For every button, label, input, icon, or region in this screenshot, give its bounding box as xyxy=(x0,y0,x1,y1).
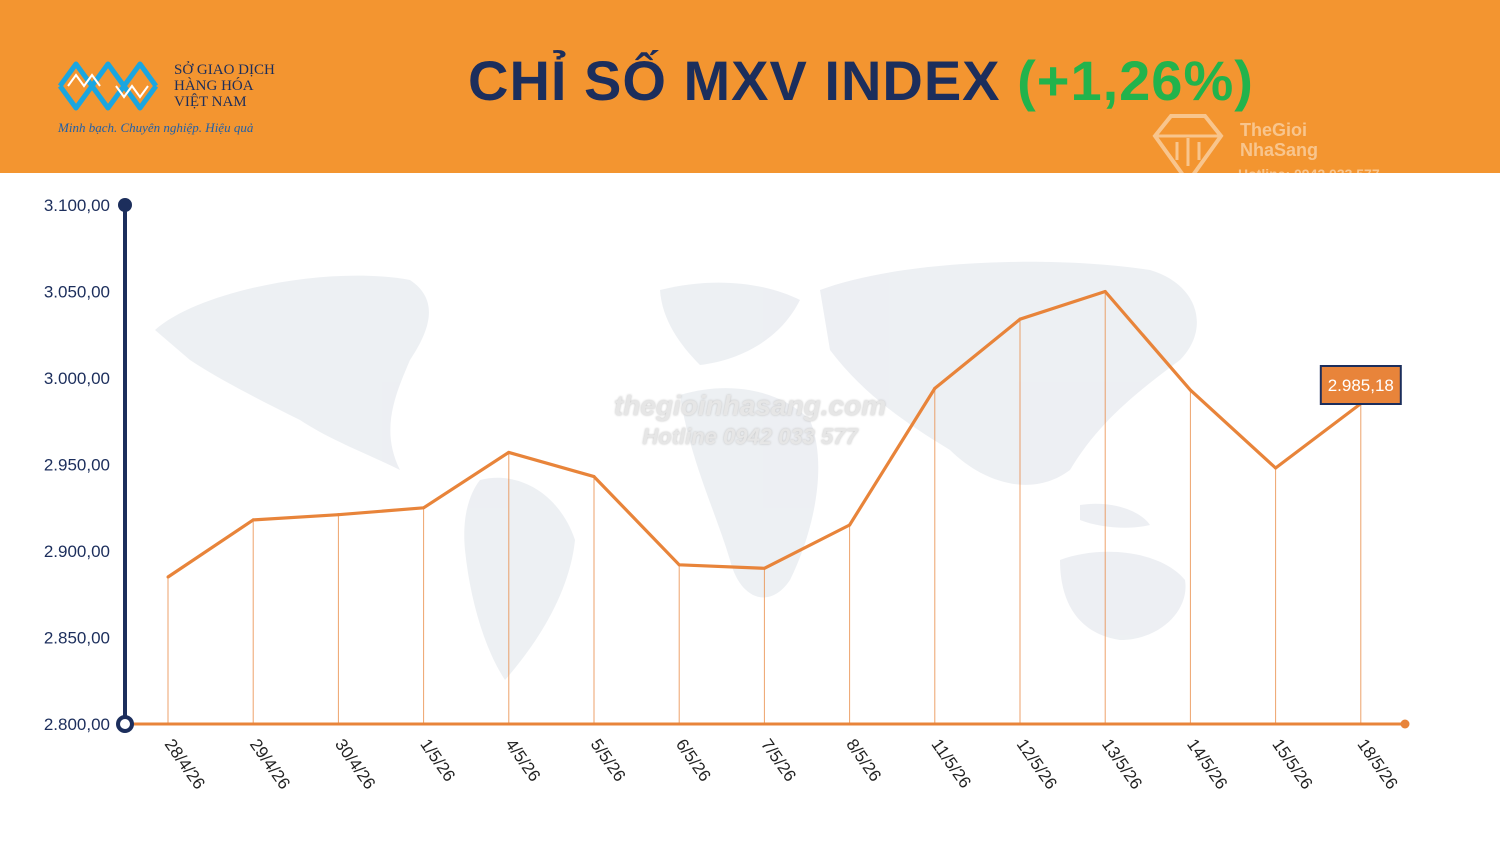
last-value-label: 2.985,18 xyxy=(1328,376,1394,395)
data-point xyxy=(1103,290,1107,293)
data-point xyxy=(762,566,766,570)
last-value-label-group: 2.985,18 xyxy=(1319,365,1402,405)
y-tick-label: 2.950,00 xyxy=(44,456,110,475)
y-tick-label: 3.100,00 xyxy=(44,196,110,215)
center-watermark: thegioinhasang.com Hotline 0942 033 577 xyxy=(600,390,900,450)
x-tick-label: 6/5/26 xyxy=(672,735,715,785)
world-map-background xyxy=(155,261,1197,680)
x-tick-label: 28/4/26 xyxy=(161,735,209,792)
x-tick-label: 13/5/26 xyxy=(1098,735,1146,792)
axis-origin-dot xyxy=(116,715,134,733)
y-axis-top-dot xyxy=(118,198,132,212)
data-point xyxy=(1188,388,1192,392)
data-point xyxy=(251,518,255,522)
last-value-box xyxy=(1319,365,1402,405)
x-tick-label: 7/5/26 xyxy=(757,735,800,785)
x-tick-label: 4/5/26 xyxy=(502,735,545,785)
center-watermark-hotline: Hotline 0942 033 577 xyxy=(642,424,858,449)
x-tick-label: 15/5/26 xyxy=(1268,735,1316,792)
x-tick-label: 1/5/26 xyxy=(416,735,459,785)
x-axis-end-dot xyxy=(1400,719,1410,729)
data-point xyxy=(677,563,681,567)
data-point xyxy=(422,506,426,510)
x-tick-label: 29/4/26 xyxy=(246,735,294,792)
mxv-logo-icon xyxy=(57,61,159,111)
title-main: CHỈ SỐ MXV INDEX xyxy=(468,49,1001,112)
watermark-hotline: Hotline: 0942 033 577 xyxy=(1238,166,1380,182)
y-tick-labels: 3.100,00 3.050,00 3.000,00 2.950,00 2.900,00… xyxy=(44,196,110,734)
x-tick-label: 8/5/26 xyxy=(842,735,885,785)
header-banner: SỞ GIAO DỊCH HÀNG HÓA VIỆT NAM Minh bạch… xyxy=(0,0,1500,173)
thegioinhasang-watermark: TheGioi NhaSang Hotline: 0942 033 577 xyxy=(1145,108,1405,188)
x-tick-label: 11/5/26 xyxy=(928,735,975,791)
page-title: CHỈ SỐ MXV INDEX (+1,26%) xyxy=(468,48,1254,113)
data-point xyxy=(166,575,170,579)
x-tick-label: 12/5/26 xyxy=(1013,735,1061,792)
logo-name: SỞ GIAO DỊCH HÀNG HÓA VIỆT NAM xyxy=(174,62,275,110)
data-point xyxy=(336,513,340,517)
data-point xyxy=(1018,317,1022,321)
y-tick-label: 2.900,00 xyxy=(44,542,110,561)
data-point xyxy=(848,523,852,527)
line-chart: 3.100,00 3.050,00 3.000,00 2.950,00 2.900,00… xyxy=(44,196,1410,793)
data-point xyxy=(1274,466,1278,470)
drop-lines xyxy=(167,291,1362,724)
data-point xyxy=(933,386,937,390)
y-tick-label: 3.050,00 xyxy=(44,283,110,302)
diamond-logo-icon xyxy=(1152,114,1224,186)
y-tick-label: 3.000,00 xyxy=(44,369,110,388)
y-tick-label: 2.800,00 xyxy=(44,715,110,734)
logo-tagline: Minh bạch. Chuyên nghiệp. Hiệu quả xyxy=(58,120,254,135)
x-tick-label: 18/5/26 xyxy=(1354,735,1402,792)
x-tick-label: 5/5/26 xyxy=(587,735,630,785)
y-tick-label: 2.850,00 xyxy=(44,629,110,648)
data-point xyxy=(507,450,511,454)
center-watermark-site: thegioinhasang.com xyxy=(613,390,887,421)
x-tick-label: 30/4/26 xyxy=(331,735,379,792)
title-change: (+1,26%) xyxy=(1017,49,1254,112)
data-point xyxy=(592,475,596,479)
watermark-brand: TheGioi NhaSang xyxy=(1240,120,1319,160)
x-tick-labels: 28/4/26 29/4/26 30/4/26 1/5/26 4/5/26 5/5/26 6… xyxy=(161,735,1402,792)
mxv-logo: SỞ GIAO DỊCH HÀNG HÓA VIỆT NAM Minh bạch… xyxy=(56,56,296,146)
x-tick-label: 14/5/26 xyxy=(1183,735,1231,792)
